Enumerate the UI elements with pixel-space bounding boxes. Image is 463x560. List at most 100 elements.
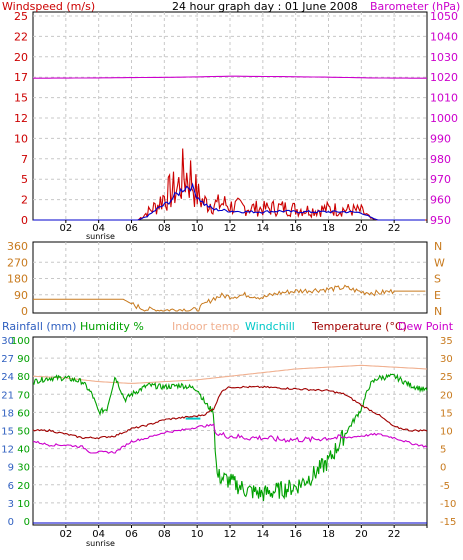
windspeed-label: Windspeed (m/s)	[2, 0, 95, 13]
wind-baro-grid	[33, 12, 427, 220]
rainfall-tick: 9	[8, 463, 14, 474]
humidity-tick: 70	[17, 390, 30, 401]
temp-hum-grid	[33, 337, 427, 525]
x-tick-label: 10	[191, 529, 204, 540]
x-tick-label: 08	[158, 223, 171, 234]
dewpoint-label: Dew Point	[398, 320, 454, 333]
graph-title: 24 hour graph day : 01 June 2008	[172, 0, 358, 13]
windspeed-tick: 5	[21, 173, 28, 186]
x-tick-label: 02	[59, 223, 72, 234]
windchill-label: Windchill	[245, 320, 295, 333]
temperature-tick: -10	[440, 499, 456, 510]
barometer-tick: 1030	[430, 51, 458, 64]
indoor-temp-label: Indoor temp	[172, 320, 239, 333]
humidity-label: Humidity %	[80, 320, 144, 333]
humidity-tick: 40	[17, 445, 30, 456]
windspeed-tick: 7	[21, 153, 28, 166]
wind-baro-x-axis: 02 04 06 08 10 12 14 16 18 20 22	[59, 220, 428, 234]
compass-tick: S	[434, 273, 441, 286]
temperature-tick: 35	[440, 336, 453, 347]
x-tick-label: 08	[158, 529, 171, 540]
x-tick-label: 18	[322, 529, 335, 540]
humidity-tick: 0	[24, 517, 30, 528]
x-tick-label: 06	[125, 223, 138, 234]
barometer-tick: 1050	[430, 10, 458, 23]
barometer-tick: 950	[430, 214, 451, 227]
x-tick-label: 10	[191, 223, 204, 234]
barometer-axis: 950 960 970 980 990 1000 1010 1020 1030 1040 1050	[430, 10, 458, 227]
rainfall-label: Rainfall (mm)	[2, 320, 76, 333]
x-tick-label: 12	[224, 529, 237, 540]
rainfall-tick: 3	[8, 499, 14, 510]
barometer-tick: 970	[430, 173, 451, 186]
barometer-tick: 1040	[430, 30, 458, 43]
temperature-tick: 10	[440, 427, 453, 438]
rainfall-tick: 15	[1, 427, 14, 438]
rainfall-axis: 0 3 6 9 12 15 18 21 24 27 30	[1, 336, 14, 528]
temp-hum-x-axis: 02 04 06 08 10 12 14 16 18 20 22	[59, 525, 428, 540]
compass-tick: N	[434, 305, 442, 318]
series-line-direction	[33, 284, 426, 312]
humidity-tick: 50	[17, 427, 30, 438]
x-tick-label: 14	[256, 529, 269, 540]
direction-tick: 90	[14, 289, 28, 302]
barometer-tick: 1000	[430, 112, 458, 125]
x-tick-label: 20	[355, 223, 368, 234]
direction-tick: 180	[7, 273, 28, 286]
barometer-tick: 980	[430, 153, 451, 166]
series-line-indoor-temp	[32, 364, 428, 384]
temperature-label: Temperature (°C)	[311, 320, 407, 333]
sunrise-label: sunrise	[86, 232, 115, 241]
x-tick-label: 16	[289, 223, 302, 234]
direction-degrees-axis: 0 90 180 270 360	[7, 240, 28, 318]
barometer-tick: 960	[430, 194, 451, 207]
rainfall-tick: 27	[1, 354, 14, 365]
x-tick-label: 20	[355, 529, 368, 540]
temperature-tick: 30	[440, 354, 453, 365]
barometer-tick: 990	[430, 132, 451, 145]
direction-frame	[32, 241, 428, 314]
rainfall-tick: 24	[1, 372, 14, 383]
humidity-tick: 80	[17, 372, 30, 383]
windspeed-tick: 25	[14, 10, 28, 23]
direction-tick: 0	[21, 305, 28, 318]
humidity-tick: 100	[11, 336, 30, 347]
humidity-tick: 90	[17, 354, 30, 365]
x-tick-label: 22	[388, 529, 401, 540]
series-line-temperature-c	[32, 385, 428, 440]
x-tick-label: 16	[289, 529, 302, 540]
compass-tick: W	[434, 256, 445, 269]
rainfall-tick: 18	[1, 408, 14, 419]
windspeed-tick: 2	[21, 194, 28, 207]
barometer-tick: 1020	[430, 71, 458, 84]
direction-tick: 270	[7, 256, 28, 269]
barometer-label: Barometer (hPa)	[370, 0, 460, 13]
x-tick-label: 04	[92, 223, 105, 234]
temp-hum-series	[32, 364, 428, 524]
compass-tick: E	[434, 289, 441, 302]
series-line-barometer	[33, 75, 427, 79]
barometer-tick: 1010	[430, 92, 458, 105]
temperature-tick: -5	[440, 481, 450, 492]
rainfall-tick: 0	[8, 517, 14, 528]
temperature-tick: 15	[440, 408, 453, 419]
windspeed-tick: 10	[14, 132, 28, 145]
humidity-tick: 20	[17, 481, 30, 492]
temperature-tick: 5	[440, 445, 446, 456]
x-tick-label: 02	[59, 529, 72, 540]
series-line-dew-point	[32, 423, 428, 454]
x-tick-label: 06	[125, 529, 138, 540]
x-tick-label: 14	[256, 223, 269, 234]
windspeed-tick: 20	[14, 51, 28, 64]
rainfall-tick: 6	[8, 481, 14, 492]
x-tick-label: 18	[322, 223, 335, 234]
rainfall-tick: 30	[1, 336, 14, 347]
windspeed-tick: 22	[14, 30, 28, 43]
windspeed-tick: 0	[21, 214, 28, 227]
